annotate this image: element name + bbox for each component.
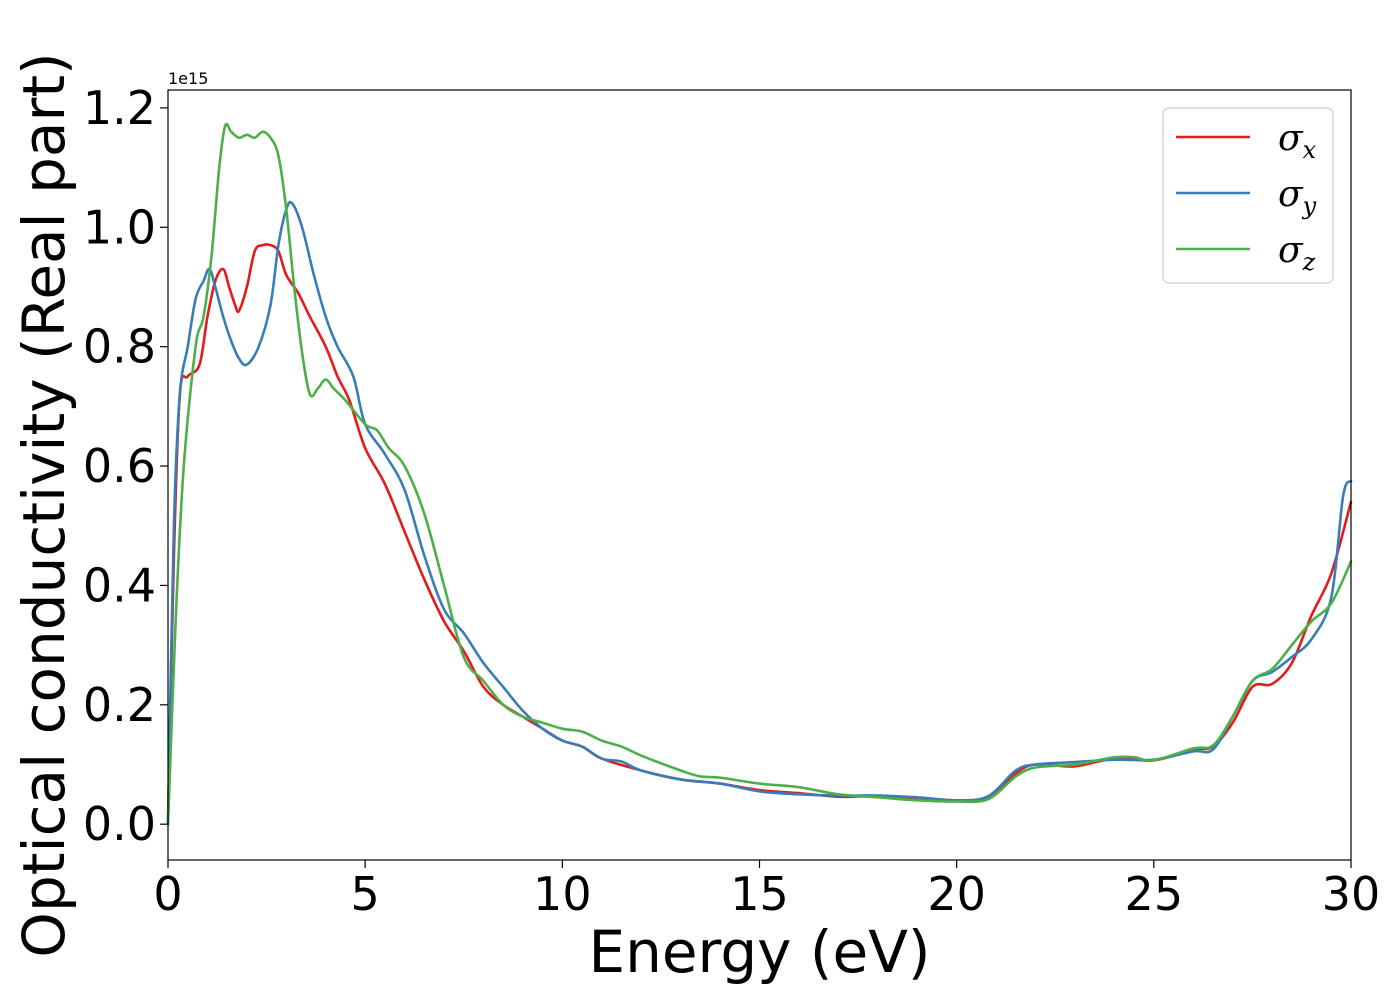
legend-entry-symbol: σ	[1278, 174, 1304, 215]
y-tick-label: 1.0	[83, 200, 156, 254]
x-tick-label: 25	[1125, 867, 1184, 921]
legend-entry-subscript: y	[1302, 192, 1317, 220]
y-tick-label: 0.2	[83, 678, 156, 732]
x-axis-label: Energy (eV)	[588, 918, 930, 986]
x-tick-label: 5	[351, 867, 380, 921]
x-axis-ticks: 0 5 10 15 20 25 30	[153, 860, 1380, 921]
legend-entry-z: σz	[1278, 230, 1316, 276]
y-tick-label: 1.2	[83, 81, 156, 135]
y-axis-label: Optical conductivity (Real part)	[10, 52, 78, 957]
series-line-z	[166, 122, 1353, 826]
y-tick-label: 0.6	[83, 439, 156, 493]
x-tick-label: 15	[730, 867, 789, 921]
x-tick-label: 0	[153, 867, 182, 921]
x-tick-label: 20	[927, 867, 986, 921]
legend-box	[1162, 107, 1334, 284]
legend-entry-symbol: σ	[1278, 230, 1304, 271]
y-tick-label: 0.4	[83, 558, 156, 612]
legend-entry-x: σx	[1278, 118, 1317, 164]
x-tick-label: 30	[1322, 867, 1381, 921]
x-tick-label: 10	[533, 867, 592, 921]
legend-entry-subscript: z	[1302, 248, 1316, 276]
series-layer	[166, 122, 1353, 826]
y-offset-label: 1e15	[168, 69, 208, 88]
y-tick-label: 0.8	[83, 320, 156, 374]
legend-entry-subscript: x	[1303, 136, 1317, 164]
y-tick-label: 0.0	[83, 797, 156, 851]
legend-entry-y: σy	[1278, 174, 1317, 220]
legend-entry-symbol: σ	[1278, 118, 1304, 159]
y-axis-ticks: 0.0 0.2 0.4 0.6 0.8 1.0 1.2	[83, 81, 168, 851]
